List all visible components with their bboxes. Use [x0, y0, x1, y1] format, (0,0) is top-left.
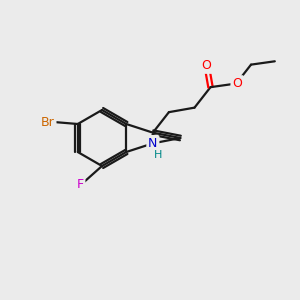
Text: H: H [154, 150, 162, 160]
Text: O: O [232, 77, 242, 90]
Text: O: O [202, 59, 212, 72]
Text: Br: Br [41, 116, 55, 128]
Text: F: F [76, 178, 84, 190]
Text: N: N [148, 137, 158, 150]
